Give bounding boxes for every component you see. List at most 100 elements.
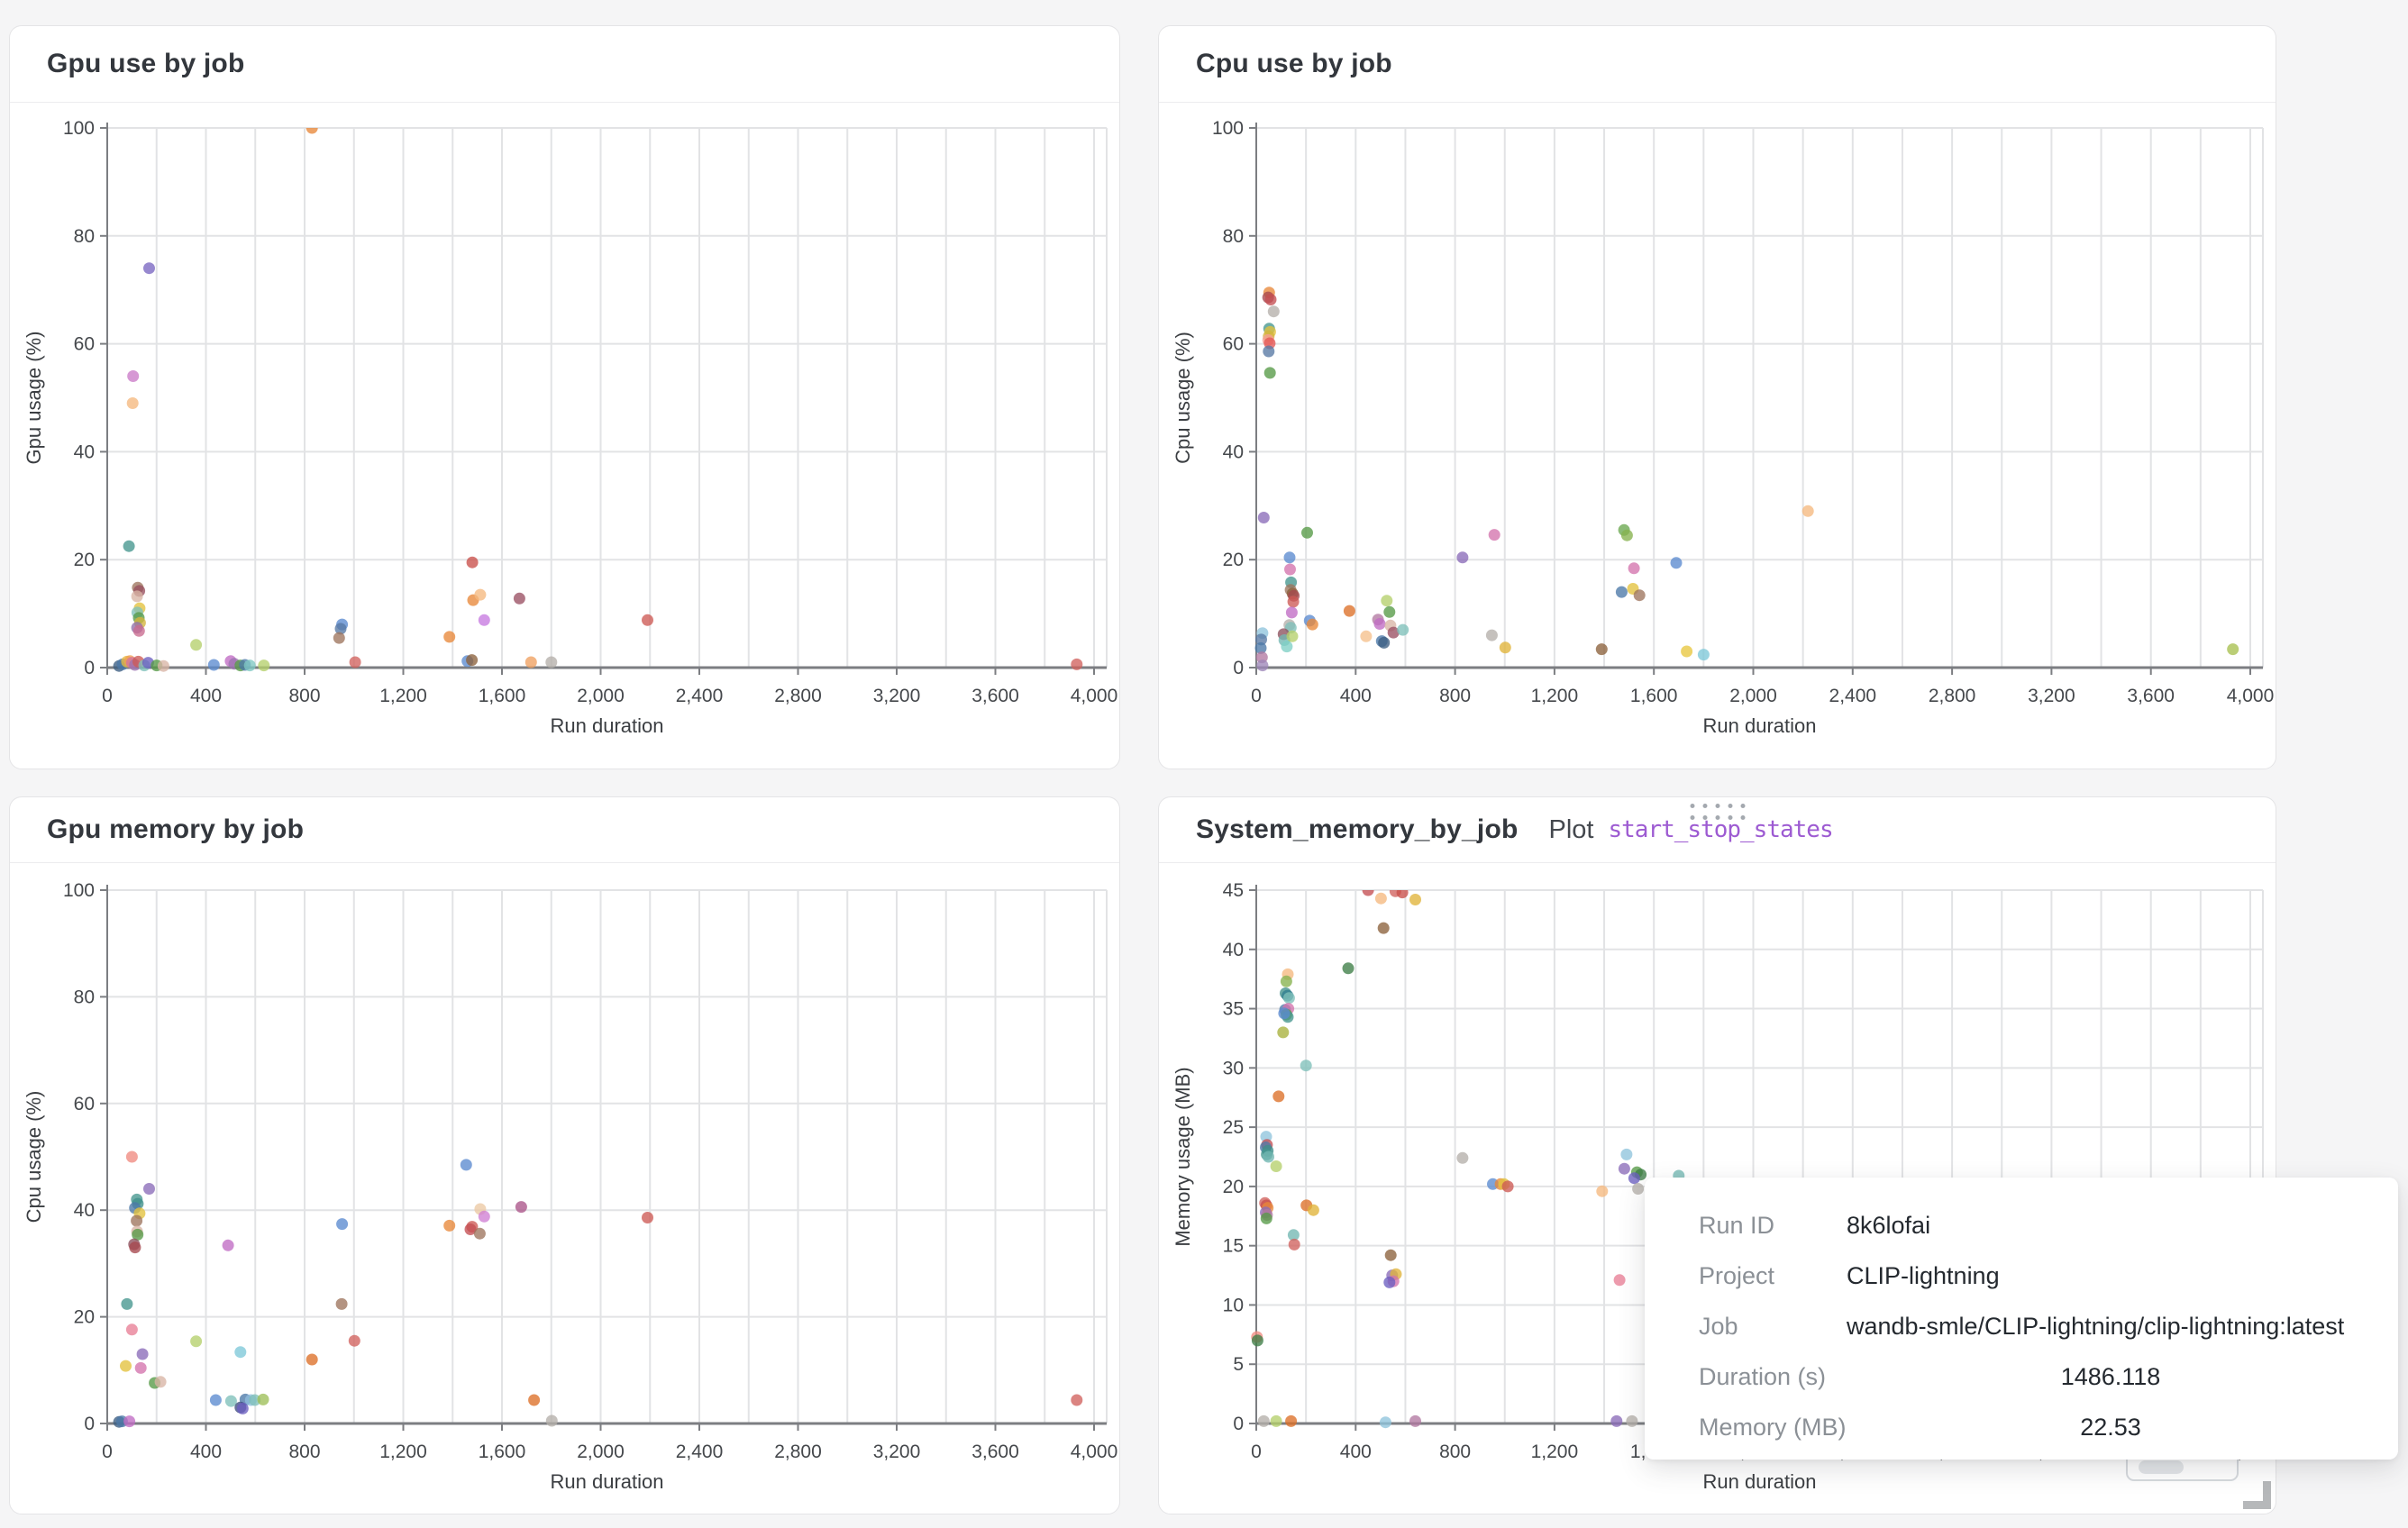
tooltip-row: Run ID 8k6lofai xyxy=(1699,1200,2376,1251)
svg-text:Run duration: Run duration xyxy=(551,1470,664,1493)
svg-text:3,600: 3,600 xyxy=(971,1442,1019,1462)
svg-text:Gpu usage (%): Gpu usage (%) xyxy=(23,332,45,465)
cpu-use-chart[interactable]: 0 400 800 1,200 1,600 2,000 2,400 2,800 3,200 3,6… xyxy=(1159,103,2276,769)
tooltip-row: Duration (s) 1486.118 xyxy=(1699,1351,2376,1402)
tooltip-row-value: wandb-smle/CLIP-lightning/clip-lightning… xyxy=(1847,1312,2345,1340)
svg-text:80: 80 xyxy=(1223,226,1244,247)
svg-text:4,000: 4,000 xyxy=(1071,686,1118,706)
tooltip-row-value: 22.53 xyxy=(2080,1413,2141,1441)
svg-text:Cpu usage (%): Cpu usage (%) xyxy=(1172,332,1194,464)
svg-text:2,800: 2,800 xyxy=(1929,686,1976,706)
svg-text:800: 800 xyxy=(1439,686,1471,706)
tooltip-row-label: Run ID xyxy=(1699,1211,1775,1239)
svg-text:800: 800 xyxy=(288,1442,320,1462)
panel-cpu-use: Cpu use by job 0 400 800 1,200 1,600 2,000 2,4… xyxy=(1158,25,2276,769)
run-hover-tooltip: Run ID 8k6lofai Project CLIP-lightning Job wa… xyxy=(1645,1178,2398,1460)
svg-text:1,600: 1,600 xyxy=(479,1442,526,1462)
svg-text:2,400: 2,400 xyxy=(1829,686,1877,706)
tooltip-row-label: Project xyxy=(1699,1261,1775,1289)
svg-text:2,000: 2,000 xyxy=(577,1442,625,1462)
svg-text:0: 0 xyxy=(1233,1414,1244,1434)
svg-text:Run duration: Run duration xyxy=(1703,1470,1817,1493)
svg-text:1,600: 1,600 xyxy=(1630,686,1678,706)
svg-text:100: 100 xyxy=(63,880,95,901)
svg-text:3,600: 3,600 xyxy=(2127,686,2175,706)
svg-text:2,000: 2,000 xyxy=(1729,686,1777,706)
svg-text:2,000: 2,000 xyxy=(577,686,625,706)
panel-header: System_memory_by_job Plot start_stop_sta… xyxy=(1159,797,2276,863)
svg-text:2,400: 2,400 xyxy=(676,1442,724,1462)
svg-text:40: 40 xyxy=(74,1200,95,1221)
svg-text:800: 800 xyxy=(288,686,320,706)
plot-label: Plot xyxy=(1548,814,1594,844)
svg-text:400: 400 xyxy=(1340,686,1372,706)
svg-text:60: 60 xyxy=(74,1094,95,1114)
svg-text:100: 100 xyxy=(63,118,95,139)
svg-text:0: 0 xyxy=(1251,1442,1262,1462)
plot-config-link[interactable]: start_stop_states xyxy=(1608,816,1833,843)
panel-gpu-memory: Gpu memory by job 0 400 800 1,200 1,600 2,000… xyxy=(9,796,1120,1514)
svg-text:10: 10 xyxy=(1223,1295,1244,1315)
svg-text:35: 35 xyxy=(1223,999,1244,1020)
svg-text:60: 60 xyxy=(74,334,95,355)
svg-text:3,200: 3,200 xyxy=(873,686,921,706)
svg-text:20: 20 xyxy=(1223,1177,1244,1197)
svg-text:4,000: 4,000 xyxy=(1071,1442,1118,1462)
tooltip-row-label: Job xyxy=(1699,1312,1738,1340)
drag-handle-icon[interactable] xyxy=(1690,804,1745,820)
svg-text:2,800: 2,800 xyxy=(774,1442,822,1462)
panel-header: Cpu use by job xyxy=(1159,26,2276,103)
svg-text:100: 100 xyxy=(1212,118,1244,139)
svg-text:3,200: 3,200 xyxy=(2028,686,2075,706)
svg-text:400: 400 xyxy=(1340,1442,1372,1462)
svg-text:800: 800 xyxy=(1439,1442,1471,1462)
svg-text:Cpu usage (%): Cpu usage (%) xyxy=(23,1091,45,1223)
svg-text:80: 80 xyxy=(74,226,95,247)
svg-text:0: 0 xyxy=(1233,658,1244,678)
svg-text:4,000: 4,000 xyxy=(2227,686,2275,706)
tooltip-row-value: 1486.118 xyxy=(2060,1362,2161,1390)
svg-text:0: 0 xyxy=(102,1442,113,1462)
svg-text:Run duration: Run duration xyxy=(551,714,664,737)
svg-text:400: 400 xyxy=(190,1442,222,1462)
svg-text:0: 0 xyxy=(84,1414,95,1434)
svg-text:80: 80 xyxy=(74,987,95,1007)
svg-text:40: 40 xyxy=(74,441,95,462)
svg-text:20: 20 xyxy=(74,1307,95,1328)
resize-handle[interactable] xyxy=(2243,1481,2271,1509)
panel-title: Gpu memory by job xyxy=(47,814,305,844)
svg-text:0: 0 xyxy=(1251,686,1262,706)
svg-text:1,600: 1,600 xyxy=(479,686,526,706)
tooltip-row: Memory (MB) 22.53 xyxy=(1699,1402,2376,1452)
svg-text:20: 20 xyxy=(1223,550,1244,570)
svg-text:3,600: 3,600 xyxy=(971,686,1019,706)
panel-header: Gpu memory by job xyxy=(10,797,1119,863)
svg-text:40: 40 xyxy=(1223,441,1244,462)
svg-text:20: 20 xyxy=(74,550,95,570)
svg-text:1,200: 1,200 xyxy=(1531,686,1579,706)
svg-text:Memory usage (MB): Memory usage (MB) xyxy=(1172,1067,1194,1246)
tooltip-row-label: Memory (MB) xyxy=(1699,1413,1847,1441)
svg-text:2,400: 2,400 xyxy=(676,686,724,706)
svg-text:Run duration: Run duration xyxy=(1703,714,1817,737)
svg-text:5: 5 xyxy=(1233,1354,1244,1375)
tooltip-row: Job wandb-smle/CLIP-lightning/clip-lightn… xyxy=(1699,1301,2376,1351)
panel-title: Cpu use by job xyxy=(1196,49,1392,78)
svg-text:15: 15 xyxy=(1223,1236,1244,1257)
panel-control-pill xyxy=(2139,1460,2184,1474)
tooltip-row-label: Duration (s) xyxy=(1699,1362,1827,1390)
panel-header: Gpu use by job xyxy=(10,26,1119,103)
gpu-memory-chart[interactable]: 0 400 800 1,200 1,600 2,000 2,400 2,800 3,200 3,6… xyxy=(10,863,1119,1514)
panel-title: System_memory_by_job xyxy=(1196,814,1519,844)
svg-text:60: 60 xyxy=(1223,334,1244,355)
svg-text:25: 25 xyxy=(1223,1117,1244,1138)
svg-text:1,200: 1,200 xyxy=(379,686,427,706)
svg-text:0: 0 xyxy=(102,686,113,706)
panel-title: Gpu use by job xyxy=(47,49,245,78)
svg-text:2,800: 2,800 xyxy=(774,686,822,706)
svg-text:1,200: 1,200 xyxy=(379,1442,427,1462)
gpu-use-chart[interactable]: 0 400 800 1,200 1,600 2,000 2,400 2,800 3,200 3,6… xyxy=(10,103,1119,769)
svg-text:1,200: 1,200 xyxy=(1531,1442,1579,1462)
